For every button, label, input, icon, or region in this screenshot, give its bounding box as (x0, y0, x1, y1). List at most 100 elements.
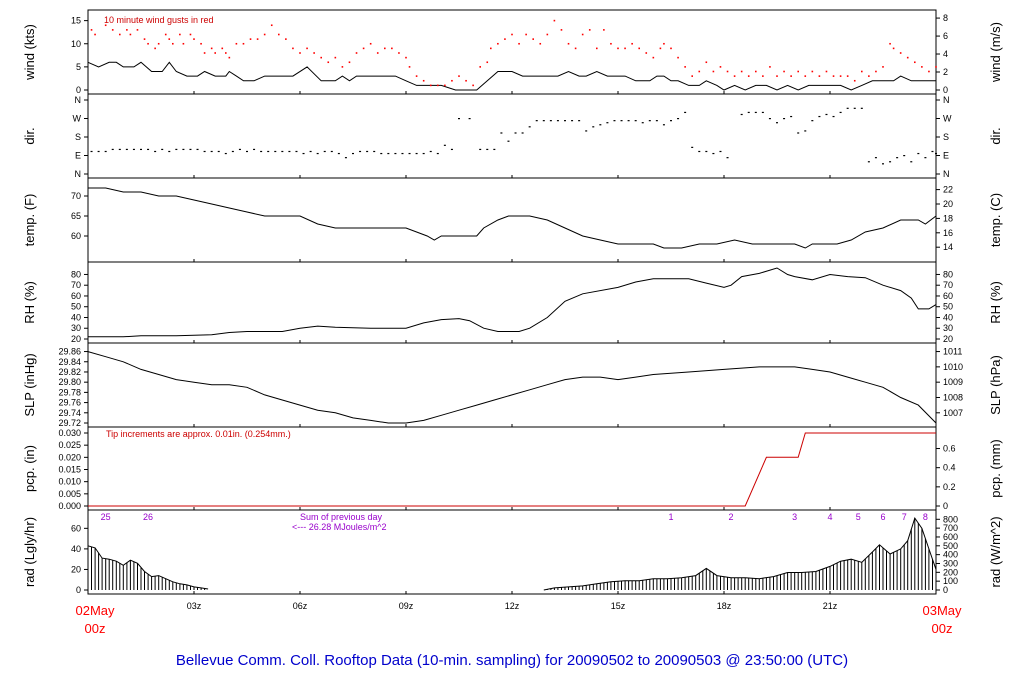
slp-line (87, 351, 937, 424)
dir-point (549, 120, 552, 122)
wind-gust-point (532, 38, 534, 40)
dir-point (514, 132, 517, 134)
dir-left-tick-label: E (75, 151, 81, 161)
dir-point (691, 146, 694, 148)
dir-point (839, 111, 842, 114)
wind-gust-point (928, 70, 930, 73)
dir-point (535, 120, 538, 122)
wind-gust-point (320, 56, 322, 59)
wind-gust-point (313, 52, 315, 54)
dir-point (832, 115, 835, 118)
pcp-line (88, 432, 936, 507)
wind-gust-point (645, 52, 648, 54)
wind-gust-point (726, 70, 729, 73)
rad-left-tick-label: 0 (76, 585, 81, 595)
wind-gust-point (755, 70, 757, 73)
wind-gust-point (705, 61, 708, 64)
dir-point (168, 150, 171, 153)
dir-right-tick-label: E (943, 151, 949, 161)
wind-gust-point (398, 52, 400, 54)
rh-right-tick-label: 70 (943, 280, 953, 290)
wind-gust-point (126, 29, 128, 31)
slp-right-tick-label: 1011 (943, 347, 962, 357)
rh-left-tick-label: 70 (71, 280, 81, 290)
dir-point (203, 150, 206, 153)
wind-gust-point (147, 42, 149, 45)
wind-gust-point (285, 38, 287, 40)
rad-right-tick-label: 400 (943, 550, 958, 560)
dir-point (274, 150, 277, 153)
rad-day-label: 3 (792, 512, 797, 522)
pcp-left-tick-label: 0.020 (58, 452, 81, 462)
dir-point (571, 120, 574, 122)
dir-point (479, 148, 482, 151)
dir-point (641, 122, 644, 124)
dir-point (267, 150, 270, 153)
wind-gust-point (193, 38, 195, 40)
dir-point (238, 148, 241, 151)
wind-gust-point (355, 52, 358, 54)
temp-left-tick-label: 70 (71, 191, 81, 201)
x-tick-label: 12z (505, 601, 520, 611)
wind-gust-point (458, 75, 460, 77)
dir-point (90, 150, 93, 153)
wind-right-tick-label: 2 (943, 67, 948, 77)
rh-ylabel-right: RH (%) (988, 281, 1003, 324)
wind-gust-point (733, 75, 736, 77)
slp-right-tick-label: 1010 (943, 362, 963, 372)
pcp-left-tick-label: 0.005 (58, 489, 81, 499)
dir-point (521, 132, 524, 134)
dir-point (260, 150, 263, 153)
wind-gust-point (299, 52, 301, 54)
wind-gust-point (408, 66, 411, 68)
dir-point (458, 118, 460, 120)
slp-left-tick-label: 29.76 (58, 398, 81, 408)
pcp-ylabel-left: pcp. (in) (22, 445, 37, 492)
dir-point (761, 111, 764, 114)
rad-day-label: 1 (668, 512, 673, 522)
temp-right-tick-label: 16 (943, 228, 953, 238)
wind-gust-point (278, 33, 280, 36)
dir-point (288, 150, 291, 153)
wind-gust-point (179, 33, 181, 36)
wind-gust-point (391, 47, 393, 50)
dir-point (698, 150, 701, 153)
rad-right-tick-label: 600 (943, 532, 958, 542)
wind-gust-point (111, 29, 114, 31)
wind-gust-point (376, 52, 379, 54)
dir-point (415, 152, 418, 155)
wind-gust-point (437, 84, 439, 87)
dir-point (606, 122, 609, 124)
dir-point (507, 140, 510, 142)
rad-right-tick-label: 0 (943, 585, 948, 595)
dir-point (366, 150, 369, 153)
pcp-right-tick-label: 0.6 (943, 444, 956, 454)
dir-point (924, 157, 927, 159)
dir-point (281, 150, 284, 153)
dir-point (359, 150, 362, 153)
wind-gust-point (415, 75, 418, 77)
rad-right-tick-label: 700 (943, 523, 958, 533)
wind-gust-point (334, 56, 337, 59)
wind-gust-point (490, 47, 492, 50)
dir-point (670, 120, 672, 122)
wind-gust-point (596, 47, 598, 50)
wind-gust-point (560, 29, 563, 31)
wind-gust-point (164, 33, 167, 36)
dir-point (853, 107, 856, 109)
dir-point (468, 118, 471, 120)
wind-gust-point (249, 38, 252, 40)
wind-gust-point (546, 33, 549, 36)
slp-left-tick-label: 29.82 (58, 367, 81, 377)
wind-gust-point (790, 75, 792, 77)
rh-right-tick-label: 80 (943, 269, 953, 279)
wind-gust-point (168, 38, 171, 40)
dir-point (231, 150, 234, 153)
dir-point (429, 150, 432, 153)
wind-gust-point (684, 66, 686, 68)
dir-point (790, 115, 793, 118)
rh-left-tick-label: 80 (71, 269, 81, 279)
x-end-date: 03May (922, 603, 962, 618)
temp-left-tick-label: 65 (71, 211, 81, 221)
dir-point (118, 148, 121, 151)
